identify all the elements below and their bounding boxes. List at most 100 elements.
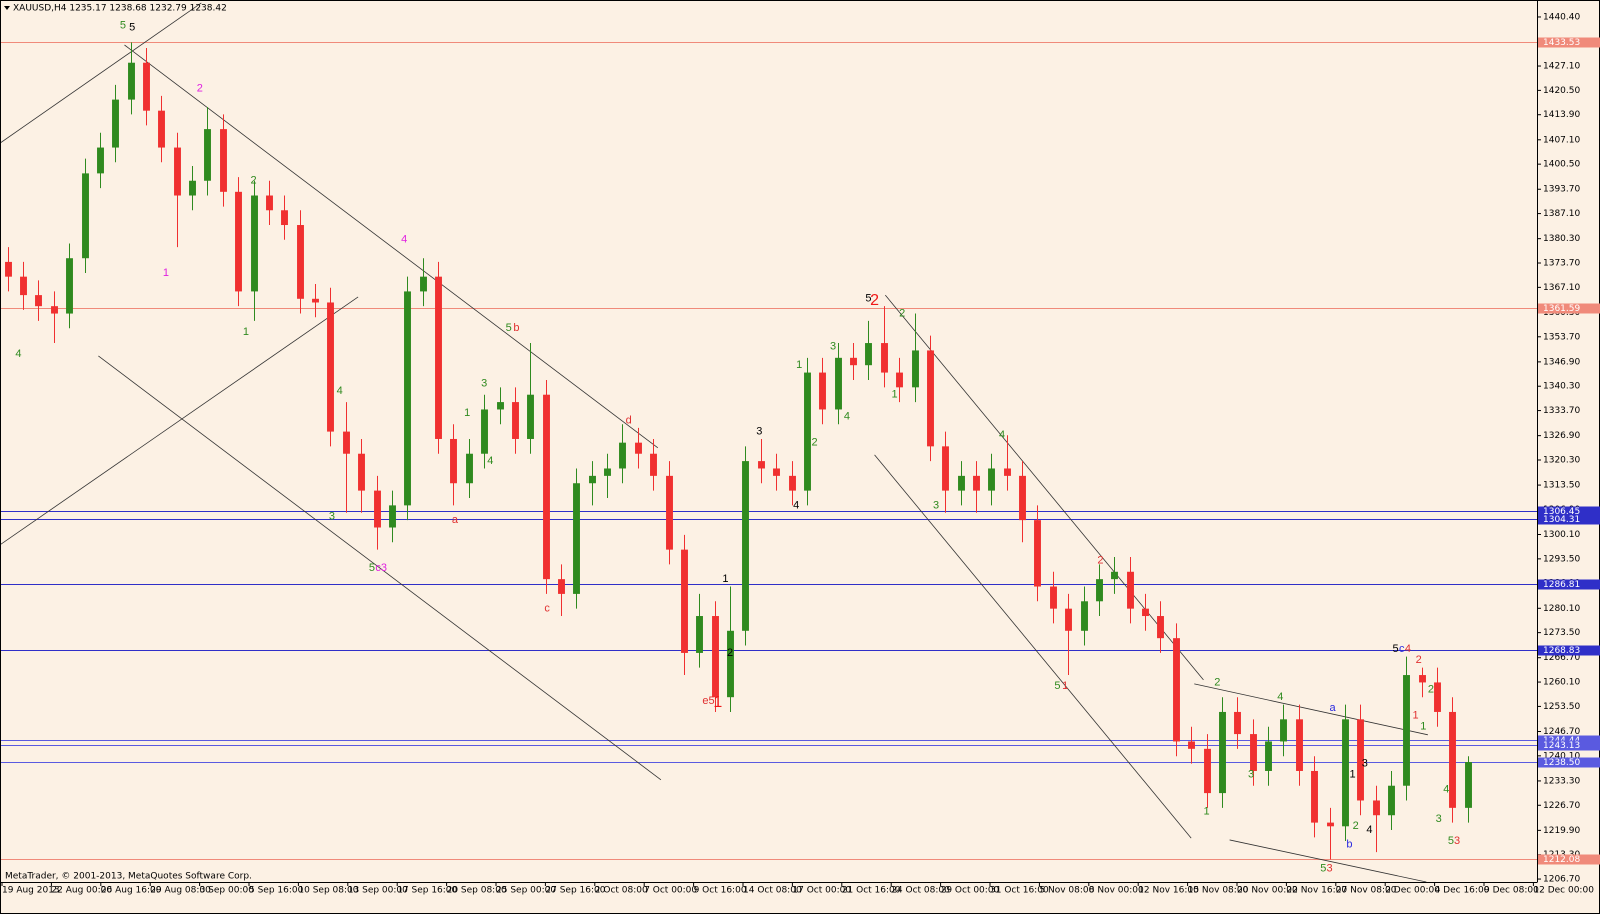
candle-body (1188, 741, 1195, 749)
candle-body (865, 343, 872, 366)
x-tick-label: 12 Nov 16:00 (1138, 886, 1199, 896)
candle-body (666, 475, 673, 550)
candle-body (527, 394, 534, 439)
candle-body (189, 180, 196, 196)
candle-body (896, 372, 903, 388)
price-level-label: 1306.45 (1543, 507, 1580, 517)
y-tick-label: 1206.70 (1543, 875, 1580, 885)
candle-body (958, 475, 965, 491)
wave-label: 1 (243, 326, 249, 338)
wave-label: 1 (796, 359, 802, 371)
wave-label: 4 (1277, 691, 1283, 703)
y-tick-label: 1246.70 (1543, 727, 1580, 737)
wave-label: 5 (120, 20, 126, 32)
candle-body (51, 306, 58, 314)
price-level-label: 1433.53 (1543, 38, 1580, 48)
wave-label: 5 (1054, 680, 1060, 692)
wave-label: 4 (337, 385, 343, 397)
candle-body (158, 110, 165, 148)
candle-body (604, 468, 611, 476)
candle-body (589, 475, 596, 484)
candle-body (835, 357, 842, 410)
candle-body (204, 129, 211, 181)
y-tick-label: 1413.90 (1543, 110, 1580, 120)
candle-body (143, 62, 150, 111)
y-tick-label: 1373.70 (1543, 259, 1580, 269)
y-tick-label: 1393.70 (1543, 185, 1580, 195)
price-level-label: 1268.83 (1543, 646, 1580, 656)
x-tick-label: 8 Nov 00:00 (1089, 886, 1144, 896)
wave-label: 3 (1248, 769, 1254, 781)
candle-body (420, 276, 427, 292)
wave-label: 5 (369, 562, 375, 574)
symbol-menu-icon[interactable] (4, 6, 10, 10)
x-tick-label: 31 Oct 16:00 (990, 886, 1049, 896)
candle-body (927, 350, 934, 447)
candle-body (327, 302, 334, 432)
x-tick-label: 29 Aug 08:00 (150, 886, 211, 896)
candle-body (1419, 675, 1426, 683)
candle-body (1327, 822, 1334, 827)
x-tick-label: 5 Nov 08:00 (1039, 886, 1094, 896)
x-tick-label: 12 Dec 00:00 (1533, 886, 1594, 896)
candle-body (1388, 785, 1395, 816)
candle-body (789, 475, 796, 491)
y-tick-label: 1326.90 (1543, 431, 1580, 441)
x-tick-label: 27 Sep 16:00 (545, 886, 605, 896)
x-tick-label: 17 Oct 00:00 (792, 886, 851, 896)
candle-body (942, 446, 949, 491)
candles (5, 42, 1472, 860)
x-tick-label: 2 Oct 08:00 (595, 886, 648, 896)
candle-body (1081, 601, 1088, 631)
candle-body (35, 295, 42, 307)
candle-body (312, 298, 319, 303)
candle-body (1219, 711, 1226, 794)
wave-label: a (452, 514, 459, 526)
candle-body (1280, 719, 1287, 742)
wave-label: 1 (1420, 721, 1426, 733)
wave-label: 2 (899, 307, 905, 319)
price-level-tag (1538, 506, 1600, 517)
candle-body (66, 258, 73, 314)
candle-body (819, 372, 826, 410)
candle-body (1373, 800, 1380, 816)
wave-label: 3 (481, 378, 487, 390)
trendline (124, 44, 659, 449)
candle-body (5, 261, 12, 277)
wave-label: 3 (1362, 757, 1368, 769)
x-tick-label: 25 Sep 00:00 (496, 886, 556, 896)
candle-body (773, 468, 780, 476)
candle-body (681, 549, 688, 653)
price-level-tag (1538, 37, 1600, 48)
candle-body (558, 579, 565, 594)
wave-label: a (1330, 702, 1337, 714)
x-tick-label: 26 Aug 16:00 (101, 886, 162, 896)
y-tick-label: 1253.50 (1543, 702, 1580, 712)
candle-body (297, 225, 304, 299)
candle-body (389, 505, 396, 528)
candle-body (1403, 675, 1410, 786)
price-level-tag (1538, 854, 1600, 865)
x-tick-label: 9 Dec 08:00 (1484, 886, 1539, 896)
x-tick-label: 13 Sep 00:00 (348, 886, 408, 896)
candle-body (1296, 719, 1303, 771)
wave-label: 2 (1353, 820, 1359, 832)
wave-label: b (513, 322, 519, 334)
x-tick-label: 20 Sep 08:00 (447, 886, 507, 896)
wave-label: 1 (1062, 680, 1068, 692)
y-tick-label: 1353.70 (1543, 332, 1580, 342)
y-tick-label: 1293.50 (1543, 554, 1580, 564)
candle-body (712, 616, 719, 698)
wave-label: 4 (793, 499, 799, 511)
candle-body (988, 468, 995, 491)
candle-body (1204, 748, 1211, 794)
x-tick-label: 2 Dec 00:00 (1385, 886, 1440, 896)
candle-body (281, 210, 288, 226)
wave-label: 3 (933, 499, 939, 511)
price-level-label: 1212.08 (1543, 855, 1580, 865)
price-level-label: 1361.59 (1543, 304, 1580, 314)
wave-label: 1 (1349, 769, 1355, 781)
wave-label: 5 (1448, 835, 1454, 847)
